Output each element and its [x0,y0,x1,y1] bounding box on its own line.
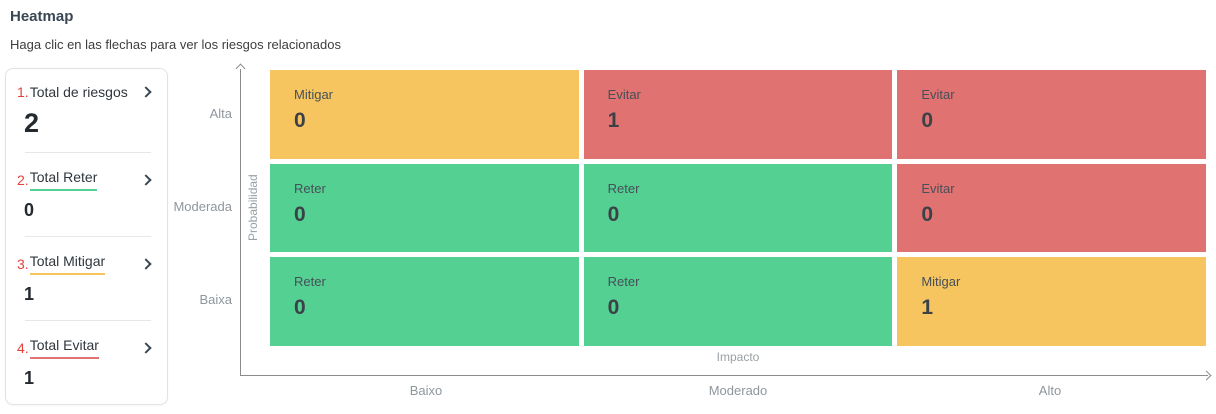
total-riesgos-header: 1. Total de riesgos [17,83,153,101]
heatmap-cell[interactable]: Mitigar 0 [270,70,579,159]
item-label: Total Reter [29,168,98,191]
divider [25,152,151,153]
cell-value: 1 [921,296,934,320]
col-label-alto: Alto [1038,383,1062,398]
x-axis-arrow-icon [1201,370,1212,381]
x-axis-title: Impacto [716,350,760,364]
total-mitigar-header: 3. Total Mitigar [17,252,153,275]
cell-value: 0 [294,296,306,320]
cell-label: Reter [607,180,640,196]
row-label-alta: Alta [209,106,232,121]
col-label-baixo: Baixo [409,383,443,398]
col-label-moderado: Moderado [708,383,768,398]
total-reter-item: 2. Total Reter 0 [6,153,167,236]
heatmap-grid: Mitigar 0 Evitar 1 Evitar 0 Reter 0 Rete… [270,70,1206,346]
item-value: 0 [24,200,35,220]
cell-label: Reter [607,274,640,290]
heatmap-cell[interactable]: Evitar 0 [897,70,1206,159]
x-axis [240,375,1208,376]
cell-label: Reter [294,274,326,290]
heatmap-cell[interactable]: Reter 0 [583,257,893,346]
item-number: 1. [17,83,29,100]
chevron-right-icon[interactable] [140,341,152,354]
item-value: 2 [24,107,40,138]
divider [25,236,151,237]
y-axis-arrow-icon [235,63,246,74]
item-number: 3. [17,255,29,272]
total-evitar-item: 4. Total Evitar 1 [6,321,167,404]
row-label-baixa: Baixa [199,292,232,307]
item-label: Total Mitigar [29,252,106,275]
totals-card: 1. Total de riesgos 2 2. Total Reter 0 3… [5,68,168,405]
cell-value: 0 [294,202,306,226]
page-title: Heatmap [10,8,74,25]
heatmap-cell[interactable]: Evitar 0 [897,163,1206,253]
heatmap-cell[interactable]: Reter 0 [270,257,579,346]
item-label: Total de riesgos [29,83,128,100]
item-label: Total Evitar [29,336,99,359]
item-value: 1 [24,284,35,304]
heatmap-cell[interactable]: Reter 0 [270,163,579,253]
cell-value: 1 [607,109,620,132]
divider [25,320,151,321]
cell-value: 0 [607,296,620,320]
page-subtitle: Haga clic en las flechas para ver los ri… [10,37,341,52]
cell-label: Mitigar [294,87,334,102]
cell-label: Evitar [921,87,955,102]
cell-value: 0 [294,109,306,132]
item-number: 4. [17,339,29,356]
heatmap-cell[interactable]: Evitar 1 [583,70,893,159]
cell-label: Reter [294,180,326,196]
cell-value: 0 [921,109,934,132]
heatmap-cell[interactable]: Mitigar 1 [897,257,1206,346]
chevron-right-icon[interactable] [140,85,152,98]
cell-label: Evitar [921,180,955,196]
heatmap-cell[interactable]: Reter 0 [583,163,893,253]
total-evitar-header: 4. Total Evitar [17,336,153,359]
chevron-right-icon[interactable] [140,173,152,186]
y-axis [240,69,241,375]
y-axis-title: Probabilidad [246,174,260,242]
item-number: 2. [17,171,29,188]
cell-label: Evitar [607,87,641,102]
cell-label: Mitigar [921,274,961,290]
total-mitigar-item: 3. Total Mitigar 1 [6,237,167,320]
chevron-right-icon[interactable] [140,257,152,270]
item-value: 1 [24,368,35,388]
cell-value: 0 [607,202,620,226]
total-riesgos-item: 1. Total de riesgos 2 [6,69,167,152]
total-reter-header: 2. Total Reter [17,168,153,191]
row-label-moderada: Moderada [173,199,232,214]
cell-value: 0 [921,202,934,226]
x-axis-tick-labels: Baixo Moderado Alto [270,383,1206,398]
